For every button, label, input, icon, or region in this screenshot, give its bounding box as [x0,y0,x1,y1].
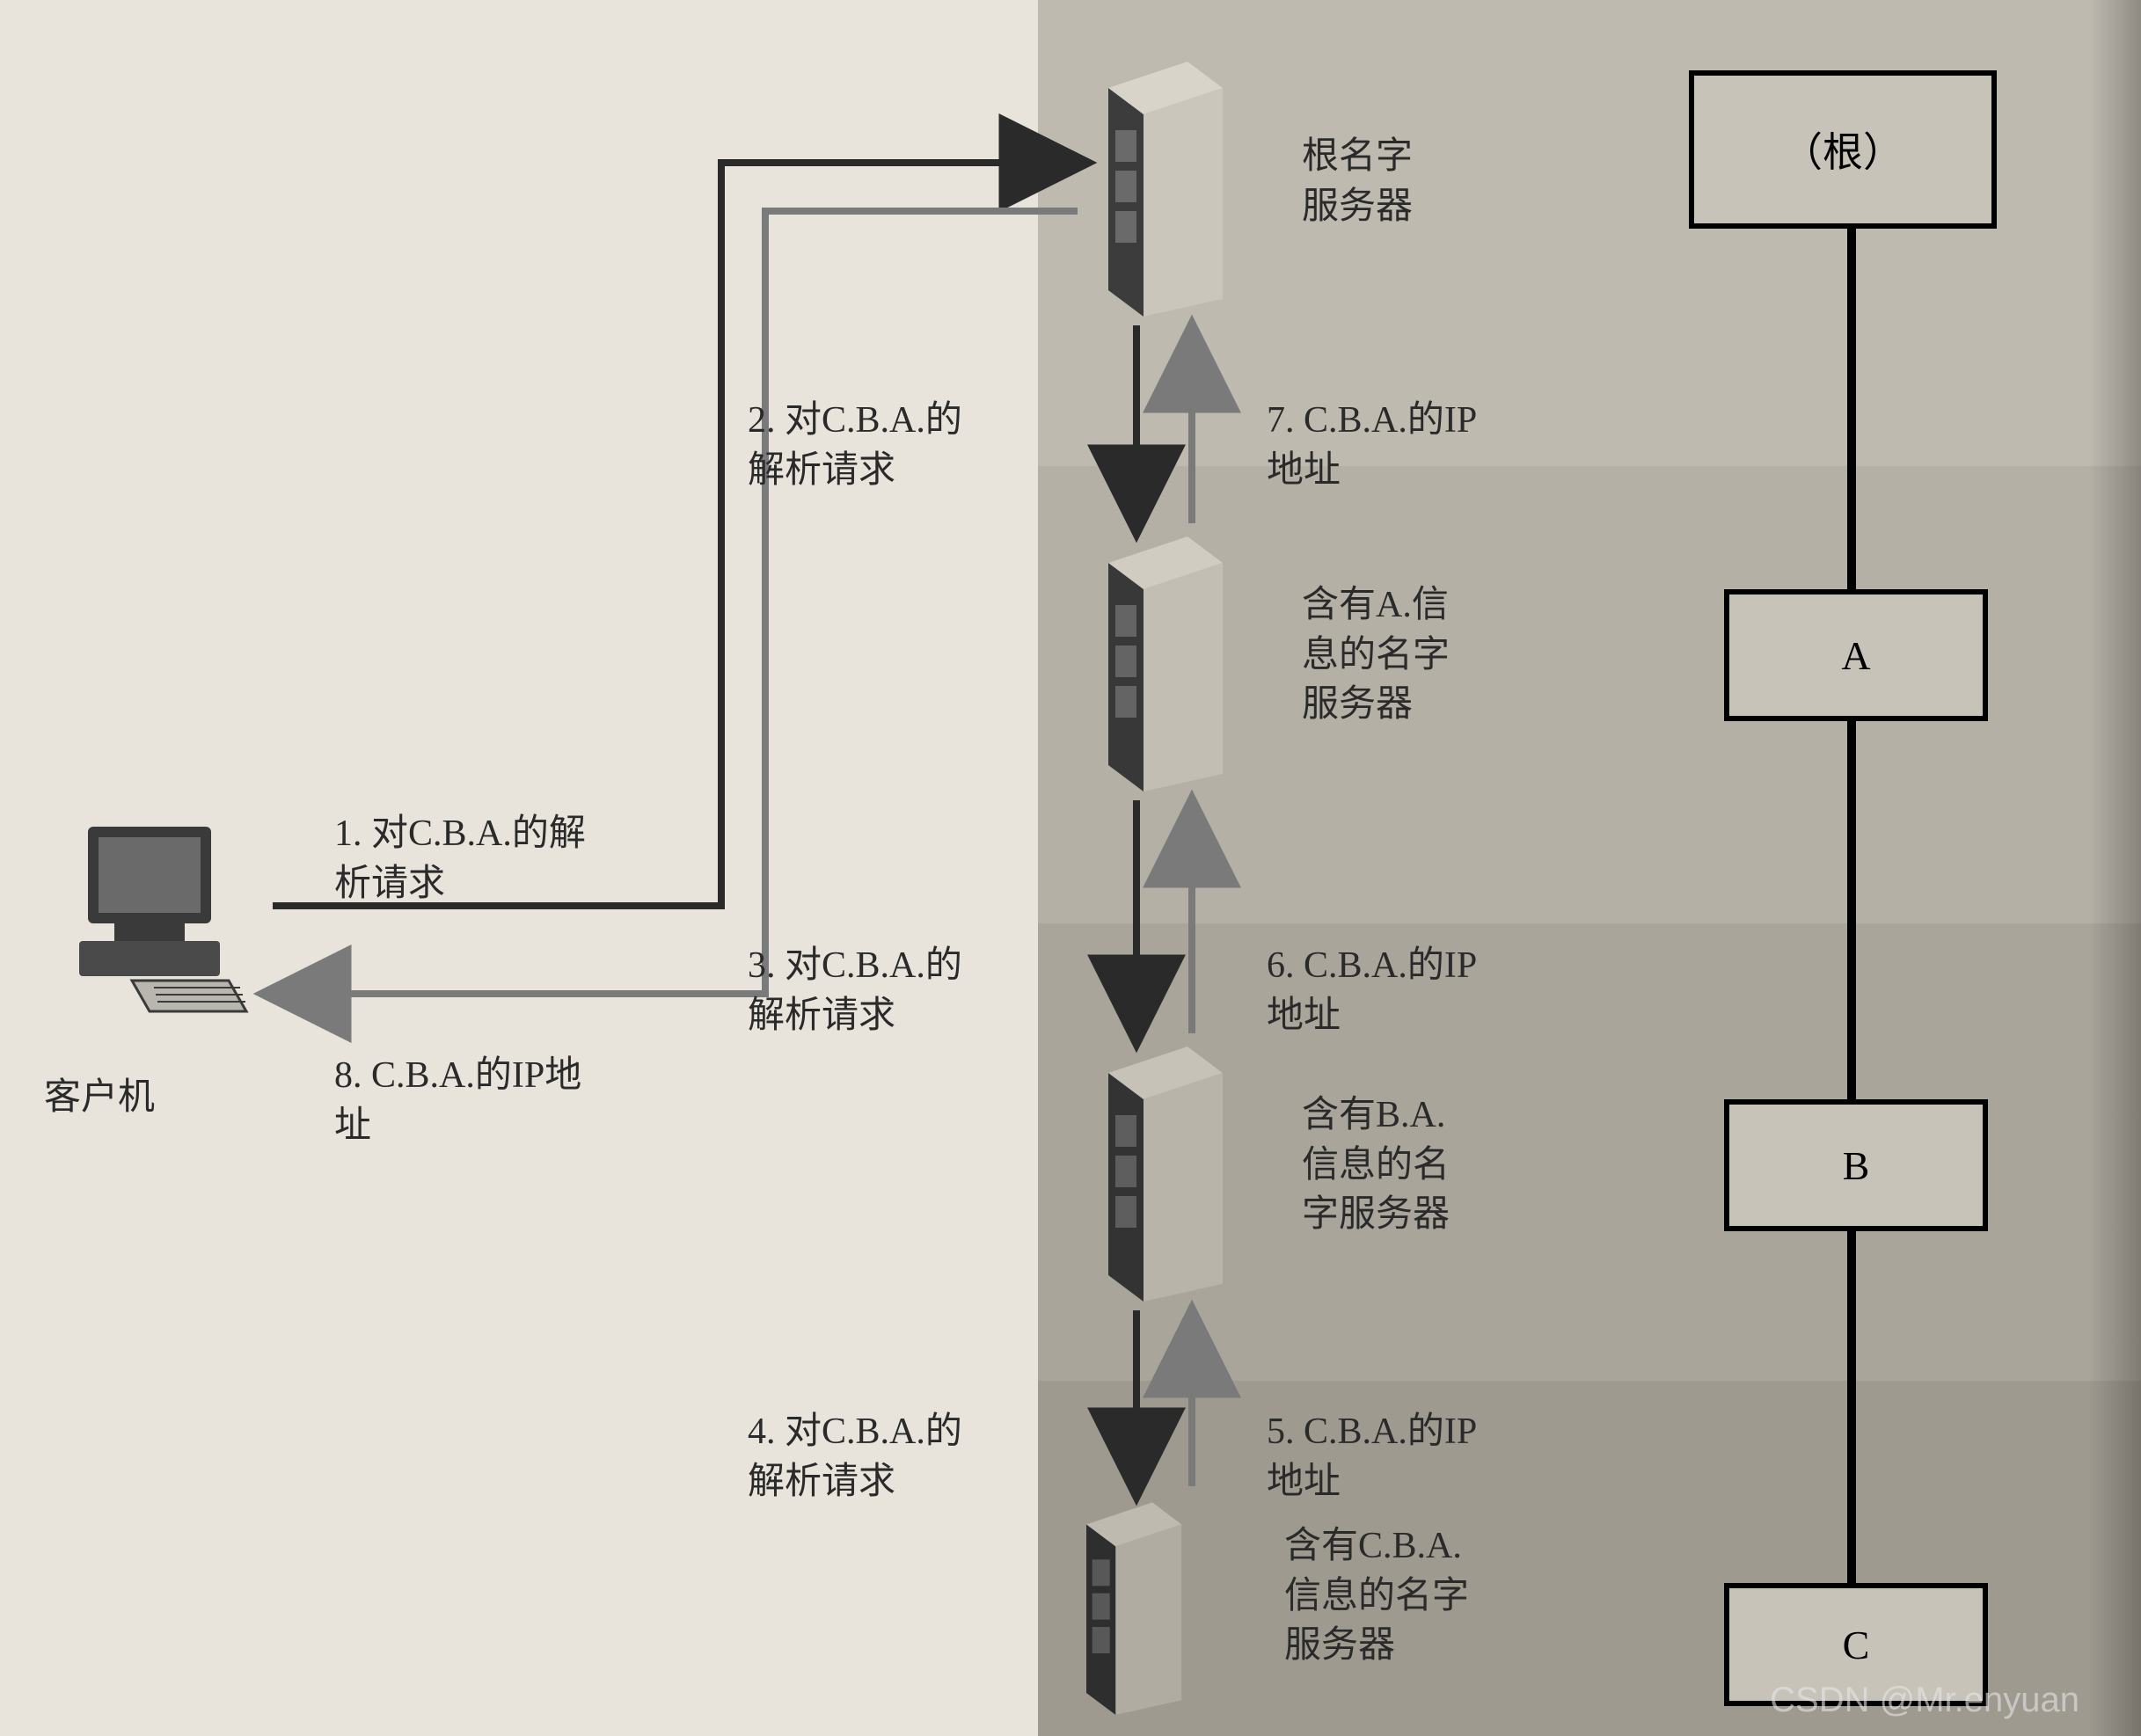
tree-node-c-label: C [1843,1622,1870,1668]
server-cba-label: 含有C.B.A. 信息的名字 服务器 [1284,1521,1469,1671]
server-ba-label: 含有B.A. 信息的名 字服务器 [1302,1090,1450,1240]
step-2-label: 2. 对C.B.A.的 解析请求 [748,396,962,495]
client-label: 客户机 [44,1073,155,1123]
watermark-text: CSDN @Mr.enyuan [1770,1681,2079,1720]
server-cba-icon [1069,1495,1192,1715]
server-root-label: 根名字 服务器 [1302,132,1413,231]
tree-edge-root-a [1847,229,1856,589]
server-a-icon [1091,528,1231,791]
tree-node-b-label: B [1843,1142,1870,1189]
step-5-label: 5. C.B.A.的IP 地址 [1267,1407,1477,1506]
step-8-label: 8. C.B.A.的IP地 址 [334,1051,581,1150]
tree-edge-a-b [1847,721,1856,1099]
step-3-label: 3. 对C.B.A.的 解析请求 [748,941,962,1040]
step-6-label: 6. C.B.A.的IP 地址 [1267,941,1477,1040]
tree-edge-b-c [1847,1231,1856,1583]
tree-node-a: A [1724,589,1988,721]
tree-node-b: B [1724,1099,1988,1231]
server-root-icon [1091,53,1231,317]
page-fold-shadow [2088,0,2141,1736]
client-computer-icon [53,809,264,1020]
step-1-label: 1. 对C.B.A.的解 析请求 [334,809,586,908]
server-a-label: 含有A.信 息的名字 服务器 [1302,580,1450,730]
step-7-label: 7. C.B.A.的IP 地址 [1267,396,1477,495]
tree-node-root-label: （根） [1782,120,1904,179]
step-4-label: 4. 对C.B.A.的 解析请求 [748,1407,962,1506]
tree-node-a-label: A [1841,632,1870,679]
server-ba-icon [1091,1038,1231,1302]
tree-node-root: （根） [1689,70,1997,229]
